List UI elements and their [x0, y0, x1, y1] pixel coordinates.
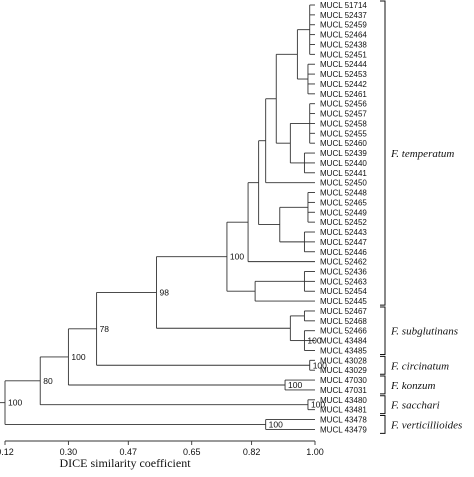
leaf-label: MUCL 52456: [320, 100, 367, 109]
species-bracket: [380, 395, 386, 415]
axis-tick-label: 0.30: [60, 447, 78, 457]
axis-tick-label: 0.47: [120, 447, 138, 457]
leaf-label: MUCL 43484: [320, 337, 367, 346]
leaf-label: MUCL 52468: [320, 317, 367, 326]
bootstrap-value: 100: [311, 400, 325, 410]
leaf-label: MUCL 52465: [320, 198, 367, 207]
leaf-label: MUCL 52440: [320, 159, 367, 168]
leaf-label: MUCL 52436: [320, 267, 367, 276]
bootstrap-value: 100: [288, 380, 302, 390]
leaf-label: MUCL 52450: [320, 179, 367, 188]
leaf-label: MUCL 52449: [320, 208, 367, 217]
axis-tick-label: 0.82: [243, 447, 261, 457]
leaf-label: MUCL 43028: [320, 356, 367, 365]
leaf-label: MUCL 43479: [320, 425, 367, 434]
species-name: F. sacchari: [390, 400, 440, 412]
bootstrap-value: 100: [230, 252, 244, 262]
bootstrap-value: 100: [71, 352, 85, 362]
leaf-label: MUCL 52461: [320, 90, 367, 99]
leaf-label: MUCL 51714: [320, 1, 367, 10]
bootstrap-labels: 100 98 78 100 80 100 100 100 100 100 100: [8, 252, 327, 430]
species-name: F. subglutinans: [390, 326, 458, 338]
leaf-label: MUCL 52443: [320, 228, 367, 237]
leaf-label: MUCL 52458: [320, 119, 367, 128]
leaf-label: MUCL 52442: [320, 80, 367, 89]
axis-tick-label: 0.65: [183, 447, 201, 457]
leaf-label: MUCL 52438: [320, 40, 367, 49]
tree-branches: [0, 4, 315, 430]
species-bracket: [380, 415, 386, 434]
axis-title: DICE similarity coefficient: [59, 456, 191, 470]
species-bracket: [380, 306, 386, 355]
leaf-label: MUCL 43481: [320, 406, 367, 415]
leaf-label: MUCL 52444: [320, 60, 367, 69]
leaf-label: MUCL 52457: [320, 110, 367, 119]
species-name: F. verticillioides: [390, 419, 462, 431]
species-name: F. konzum: [390, 380, 435, 392]
leaf-label: MUCL 52466: [320, 327, 367, 336]
axis-tick-label: 1.00: [306, 447, 324, 457]
leaf-label: MUCL 52467: [320, 307, 367, 316]
leaf-label: MUCL 52455: [320, 129, 367, 138]
leaf-label: MUCL 43029: [320, 366, 367, 375]
bootstrap-value: 98: [159, 287, 169, 297]
leaf-label: MUCL 52441: [320, 169, 367, 178]
species-bracket: [380, 355, 386, 375]
leaf-label: MUCL 52446: [320, 248, 367, 257]
bootstrap-value: 100: [313, 360, 327, 370]
bootstrap-value: 80: [43, 376, 53, 386]
bootstrap-value: 100: [269, 419, 283, 429]
leaf-label: MUCL 47030: [320, 376, 367, 385]
leaf-label: MUCL 43485: [320, 346, 367, 355]
leaf-label: MUCL 52451: [320, 50, 367, 59]
leaf-label: MUCL 52453: [320, 70, 367, 79]
leaf-label: MUCL 52464: [320, 31, 367, 40]
leaf-label: MUCL 52460: [320, 139, 367, 148]
species-bracket: [380, 0, 386, 306]
leaf-label: MUCL 52463: [320, 277, 367, 286]
leaf-label: MUCL 52462: [320, 258, 367, 267]
similarity-axis: DICE similarity coefficient 0.12 0.30 0.47…: [0, 440, 324, 470]
leaf-label: MUCL 47031: [320, 386, 367, 395]
leaf-label: MUCL 52439: [320, 149, 367, 158]
species-name: F. temperatum: [390, 148, 454, 160]
bootstrap-value: 100: [8, 398, 22, 408]
bootstrap-value: 78: [100, 324, 110, 334]
leaf-label: MUCL 43480: [320, 396, 367, 405]
leaf-label: MUCL 52448: [320, 189, 367, 198]
leaf-label: MUCL 52454: [320, 287, 367, 296]
species-name: F. circinatum: [390, 360, 449, 372]
leaf-label: MUCL 52437: [320, 11, 367, 20]
axis-tick-label: 0.12: [0, 447, 14, 457]
species-brackets: F. temperatum F. subglutinans F. circinatu…: [380, 0, 462, 434]
leaf-label: MUCL 52452: [320, 218, 367, 227]
species-bracket: [380, 375, 386, 395]
bootstrap-value: 100: [307, 336, 321, 346]
leaf-label: MUCL 43478: [320, 416, 367, 425]
leaf-label: MUCL 52459: [320, 21, 367, 30]
leaf-label: MUCL 52447: [320, 238, 367, 247]
leaf-label: MUCL 52445: [320, 297, 367, 306]
